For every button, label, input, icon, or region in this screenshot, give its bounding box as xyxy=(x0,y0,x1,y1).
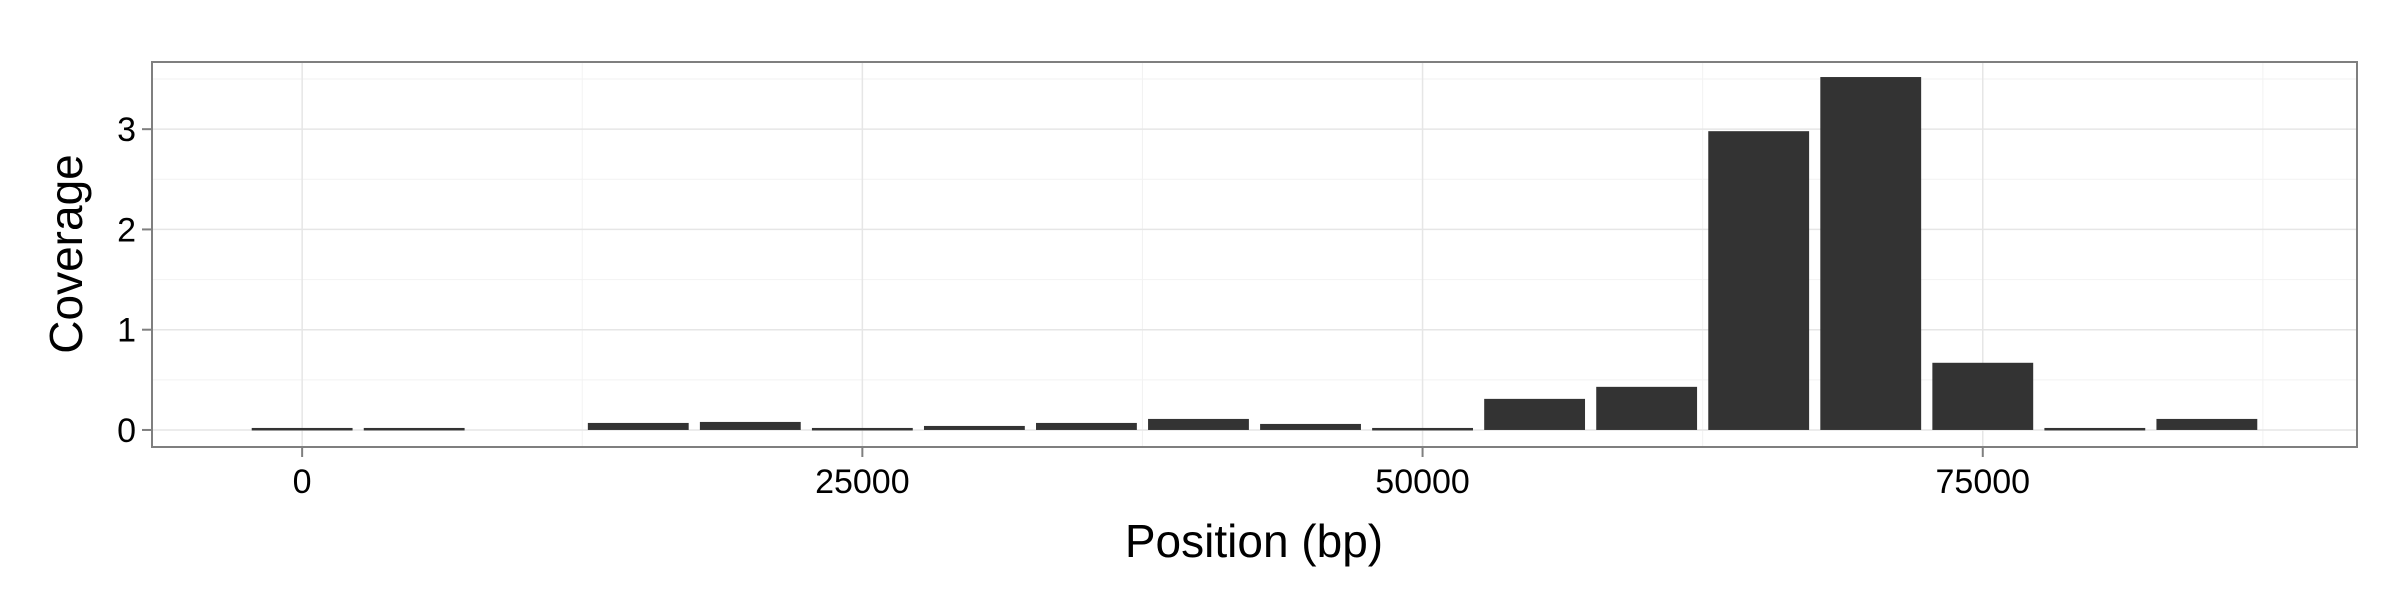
bar xyxy=(1708,131,1810,430)
bar xyxy=(2044,427,2146,431)
bar xyxy=(1820,77,1922,430)
plot-panel-border xyxy=(151,61,2358,448)
bars xyxy=(251,77,2258,431)
x-tick-label: 50000 xyxy=(1375,463,1470,501)
y-tick-label: 1 xyxy=(117,312,136,350)
bar xyxy=(2156,418,2258,430)
bar xyxy=(1484,398,1586,430)
major-gridlines xyxy=(152,62,2357,447)
bar xyxy=(363,427,465,431)
minor-gridlines xyxy=(152,62,2357,447)
bar xyxy=(811,427,913,431)
bar xyxy=(587,422,689,430)
y-tick-label: 2 xyxy=(117,211,136,249)
y-tick-label: 3 xyxy=(117,111,136,149)
bar xyxy=(1260,423,1361,430)
bar xyxy=(1372,427,1473,431)
y-tick-label: 0 xyxy=(117,412,136,450)
y-axis-title: Coverage xyxy=(40,154,92,353)
x-axis-title: Position (bp) xyxy=(1125,515,1383,567)
x-tick-label: 0 xyxy=(293,463,312,501)
bar xyxy=(1932,362,2034,430)
bar xyxy=(1036,422,1137,430)
bar xyxy=(699,421,801,430)
y-axis: 0 1 2 3 xyxy=(117,111,152,450)
x-tick-label: 75000 xyxy=(1936,463,2031,501)
x-axis: 0 25000 50000 75000 xyxy=(293,447,2030,501)
bar xyxy=(1148,418,1249,430)
bar xyxy=(1596,386,1698,430)
x-tick-label: 25000 xyxy=(815,463,910,501)
bar xyxy=(251,427,353,431)
bar xyxy=(923,425,1025,430)
